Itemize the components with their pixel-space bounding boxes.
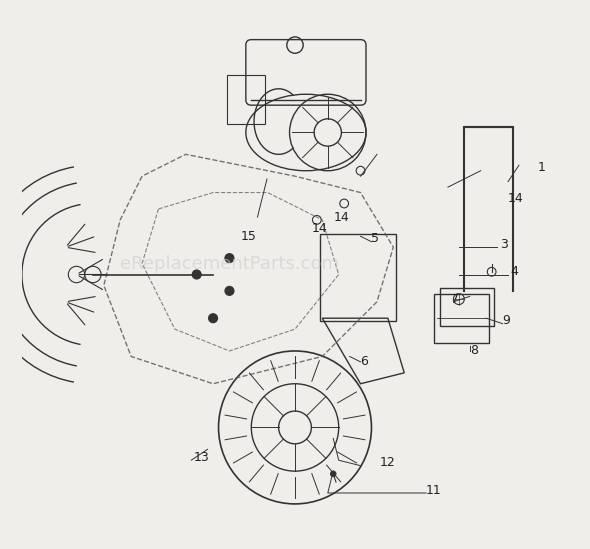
Text: 7: 7 <box>451 293 458 306</box>
Text: 11: 11 <box>426 484 442 497</box>
Text: 14: 14 <box>312 222 327 234</box>
Text: 5: 5 <box>372 232 379 245</box>
Text: 8: 8 <box>470 344 478 357</box>
Text: 14: 14 <box>333 211 349 223</box>
Circle shape <box>225 287 234 295</box>
Circle shape <box>330 470 336 477</box>
Circle shape <box>225 254 234 262</box>
Text: 14: 14 <box>508 192 524 205</box>
Text: 15: 15 <box>240 230 256 243</box>
Text: 13: 13 <box>194 451 209 464</box>
Text: 9: 9 <box>503 315 510 327</box>
Text: 4: 4 <box>511 265 519 278</box>
Circle shape <box>192 270 201 279</box>
Text: 12: 12 <box>379 456 395 469</box>
Text: eReplacementParts.com: eReplacementParts.com <box>120 255 339 272</box>
Text: 1: 1 <box>538 161 546 175</box>
Text: 3: 3 <box>500 238 508 251</box>
Circle shape <box>209 314 218 323</box>
Text: 6: 6 <box>360 355 368 368</box>
